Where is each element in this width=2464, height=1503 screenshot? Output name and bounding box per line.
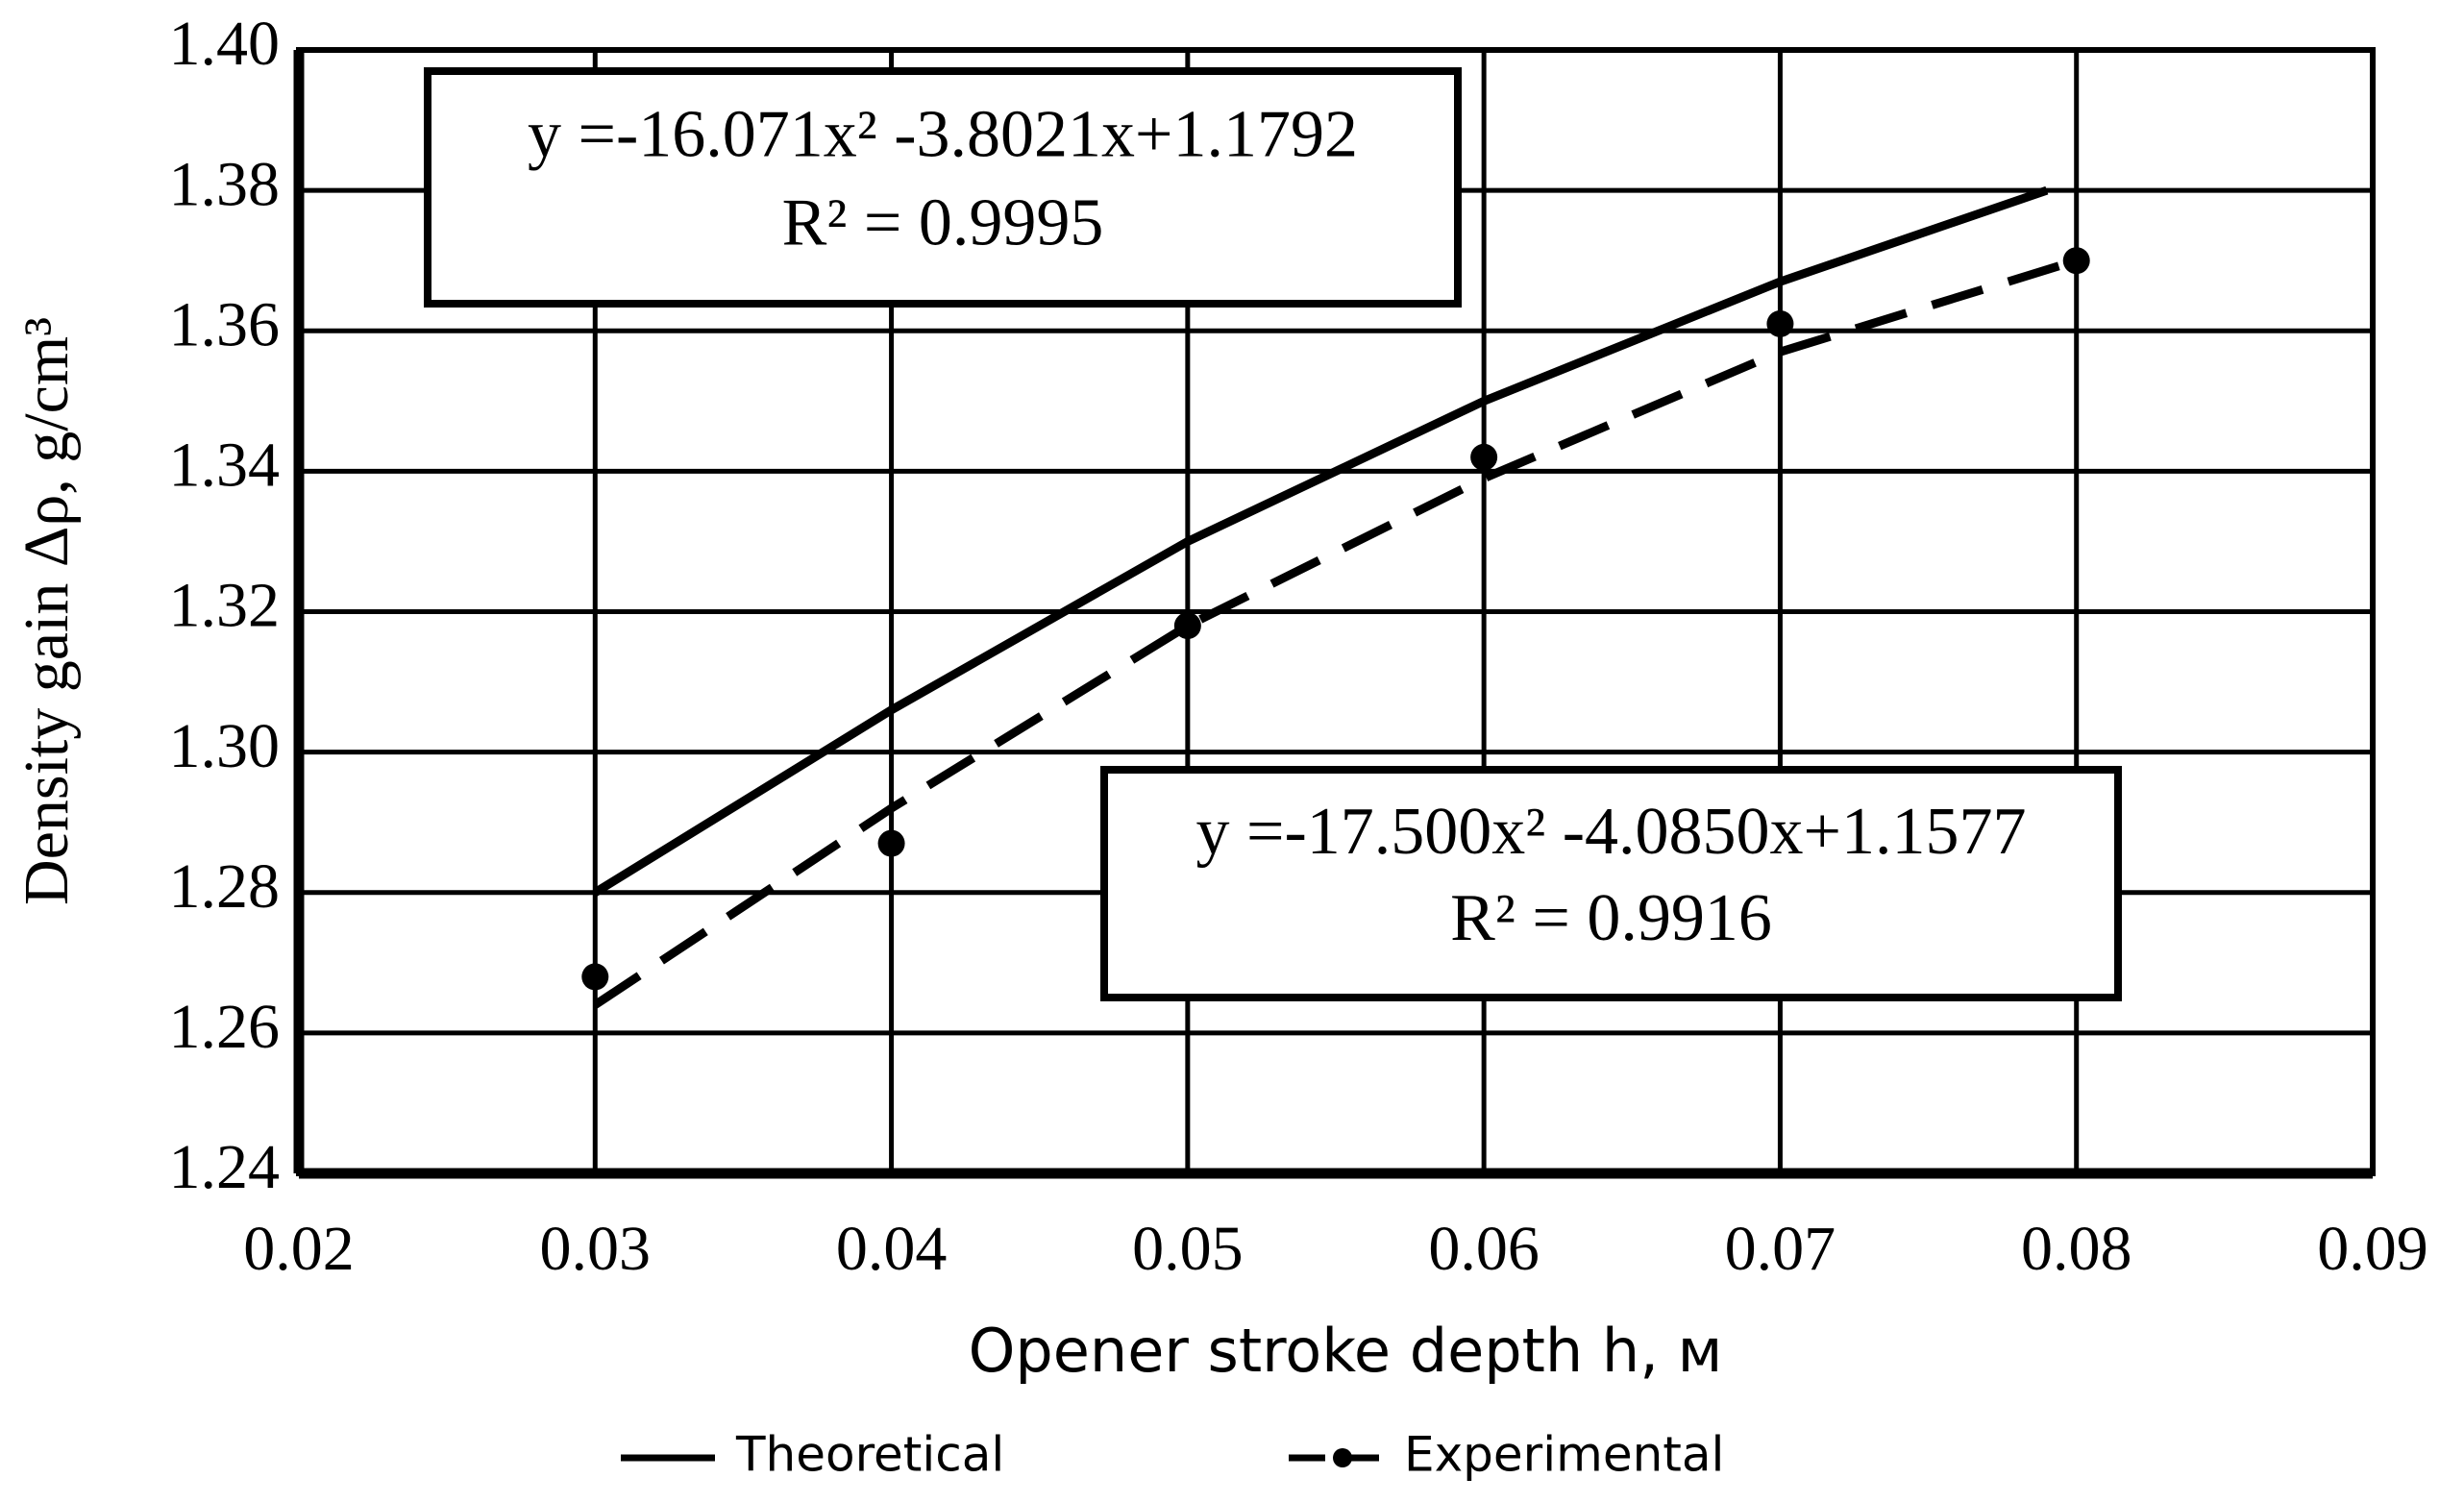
annotation-box — [1100, 766, 2122, 1001]
annotation-text: R² = 0.9916 — [1450, 881, 1772, 955]
y-tick-label: 1.34 — [169, 431, 281, 501]
annotation-text: R² = 0.9995 — [782, 186, 1104, 260]
data-point — [1470, 443, 1498, 471]
y-tick-label: 1.38 — [169, 149, 281, 219]
x-tick-label: 0.09 — [2317, 1214, 2428, 1284]
legend-marker — [1333, 1448, 1352, 1467]
x-tick-label: 0.08 — [2021, 1214, 2132, 1284]
y-tick-label: 1.28 — [169, 851, 281, 922]
series-line — [592, 185, 2049, 897]
y-tick-label: 1.30 — [169, 711, 281, 781]
data-point — [581, 963, 609, 991]
x-tick-label: 0.07 — [1725, 1214, 1836, 1284]
x-tick-label: 0.06 — [1428, 1214, 1540, 1284]
y-axis-label: Density gain Δρ, g/cm³ — [12, 317, 82, 905]
legend-label: Experimental — [1404, 1427, 1724, 1483]
data-point — [2062, 247, 2090, 275]
y-tick-label: 1.40 — [169, 9, 281, 79]
annotation-box — [424, 67, 1462, 308]
trend-line — [592, 256, 2079, 1009]
data-point — [877, 829, 905, 857]
x-axis-label: Opener stroke depth h, м — [969, 1316, 1723, 1386]
x-tick-label: 0.03 — [540, 1214, 652, 1284]
data-point — [1766, 309, 1794, 337]
x-tick-label: 0.04 — [836, 1214, 948, 1284]
y-tick-label: 1.26 — [169, 992, 281, 1062]
data-point — [1173, 612, 1201, 640]
legend-label: Theoretical — [735, 1427, 1004, 1483]
x-tick-label: 0.05 — [1132, 1214, 1244, 1284]
y-tick-label: 1.32 — [169, 571, 281, 641]
annotation-text: y =-16.071x² -3.8021x+1.1792 — [528, 98, 1358, 172]
y-tick-label: 1.36 — [169, 289, 281, 359]
y-tick-label: 1.24 — [169, 1132, 281, 1202]
x-tick-label: 0.02 — [243, 1214, 355, 1284]
annotation-text: y =-17.500x² -4.0850x+1.1577 — [1195, 795, 2026, 869]
